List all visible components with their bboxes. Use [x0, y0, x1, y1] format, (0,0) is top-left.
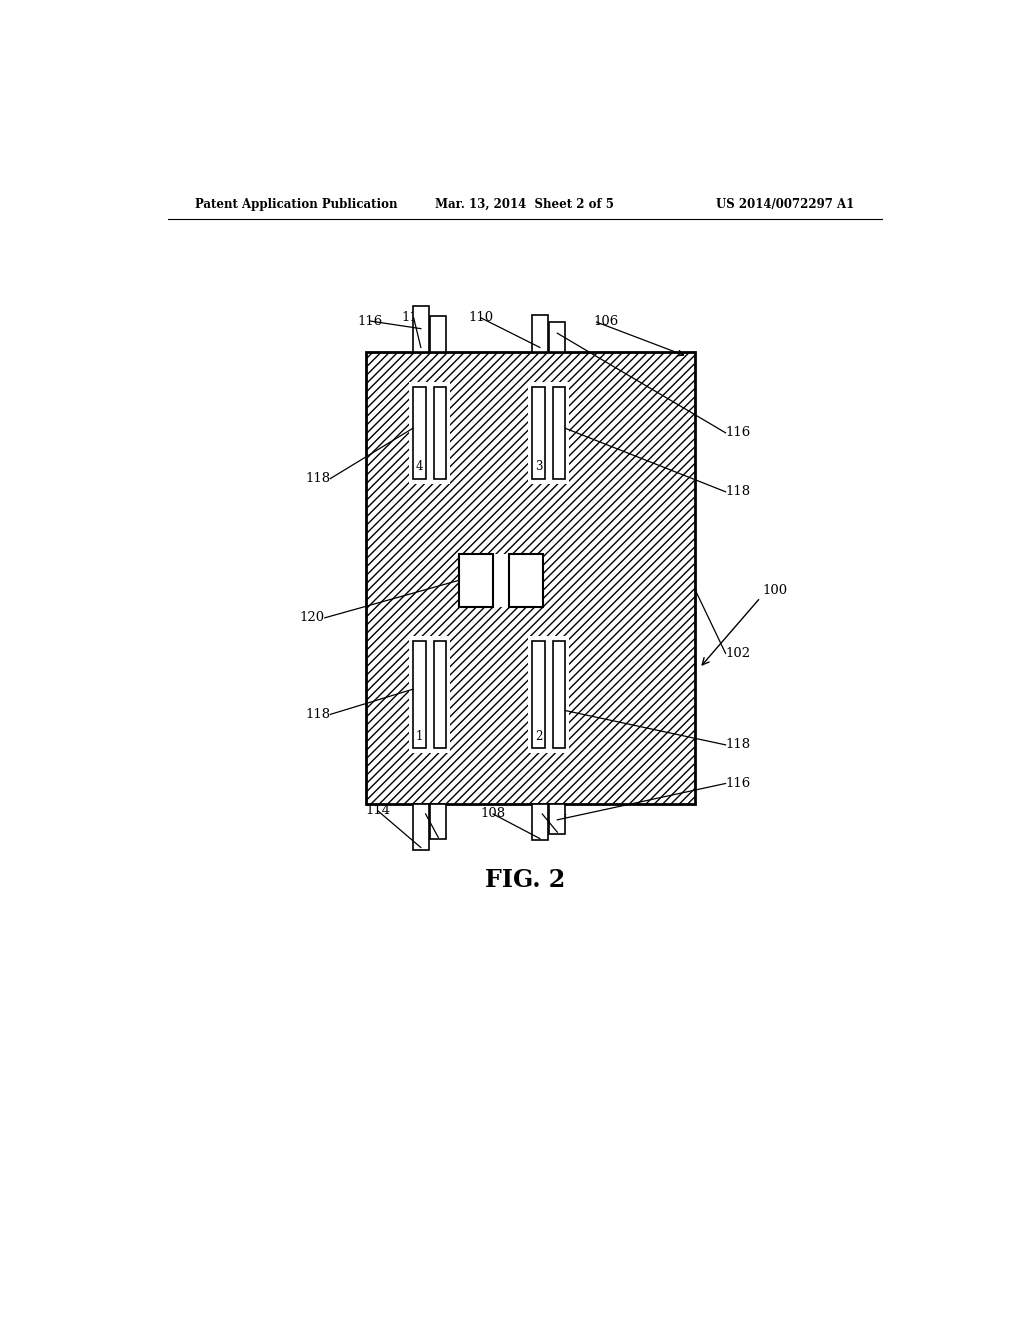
Text: Mar. 13, 2014  Sheet 2 of 5: Mar. 13, 2014 Sheet 2 of 5: [435, 198, 614, 211]
Text: 110: 110: [469, 312, 494, 325]
Bar: [528, 636, 569, 752]
Text: 104: 104: [543, 808, 567, 821]
Bar: [531, 387, 545, 479]
Text: US 2014/0072297 A1: US 2014/0072297 A1: [716, 198, 854, 211]
Bar: [531, 315, 548, 351]
Text: 4: 4: [416, 461, 423, 474]
Bar: [433, 387, 446, 479]
Bar: [413, 387, 426, 479]
Bar: [531, 642, 545, 748]
Bar: [460, 554, 493, 607]
Bar: [433, 642, 446, 748]
Bar: [509, 554, 543, 607]
Bar: [550, 322, 565, 351]
Bar: [553, 642, 565, 748]
Text: 106: 106: [594, 314, 620, 327]
Text: 112: 112: [401, 312, 426, 325]
Text: Patent Application Publication: Patent Application Publication: [196, 198, 398, 211]
Text: 100: 100: [763, 583, 788, 597]
Text: 116: 116: [357, 314, 383, 327]
Bar: [409, 636, 451, 752]
Text: 2: 2: [535, 730, 543, 743]
Bar: [528, 381, 569, 483]
Bar: [413, 306, 429, 351]
Text: 120: 120: [300, 611, 325, 624]
Bar: [430, 315, 446, 351]
Text: 118: 118: [305, 473, 331, 484]
Text: 118: 118: [726, 738, 751, 751]
Bar: [413, 642, 426, 748]
Bar: [430, 804, 446, 840]
Text: 118: 118: [726, 486, 751, 498]
Text: FIG. 2: FIG. 2: [484, 869, 565, 892]
Bar: [367, 351, 695, 804]
Text: 3: 3: [535, 461, 543, 474]
Bar: [460, 554, 543, 607]
Bar: [553, 387, 565, 479]
Text: 116: 116: [413, 808, 438, 821]
Bar: [367, 351, 695, 804]
Bar: [531, 804, 548, 841]
Bar: [550, 804, 565, 833]
Text: 102: 102: [726, 647, 751, 660]
Text: 114: 114: [366, 804, 390, 817]
Text: 116: 116: [726, 426, 751, 440]
Bar: [409, 381, 451, 483]
Text: 116: 116: [726, 777, 751, 789]
Text: 108: 108: [480, 808, 506, 821]
Text: 1: 1: [416, 730, 423, 743]
Bar: [413, 804, 429, 850]
Text: 118: 118: [305, 708, 331, 721]
